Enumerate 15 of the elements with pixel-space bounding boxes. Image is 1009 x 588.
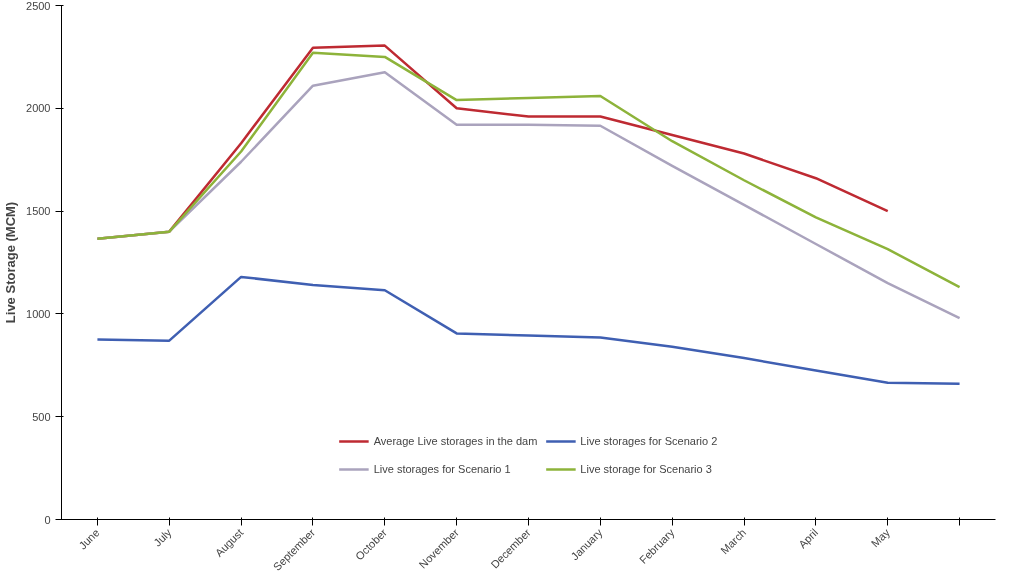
y-tick-label: 0 [44,513,51,526]
y-tick-label: 2000 [26,102,51,115]
y-tick-label: 2500 [26,0,51,12]
legend-label: Live storage for Scenario 3 [580,463,712,475]
legend-label: Live storages for Scenario 1 [373,463,511,475]
line-series [96,51,961,289]
x-tick-label: July [151,525,174,549]
x-tick-label: May [868,525,893,550]
line-series [96,275,961,386]
y-tick-label: 1500 [26,205,51,218]
legend-label: Live storages for Scenario 2 [580,435,718,447]
y-axis-title: Live Storage (MCM) [3,201,19,324]
legend-label: Average Live storages in the dam [373,435,538,447]
y-tick-label: 500 [32,410,51,423]
y-tick-label: 1000 [26,307,51,320]
